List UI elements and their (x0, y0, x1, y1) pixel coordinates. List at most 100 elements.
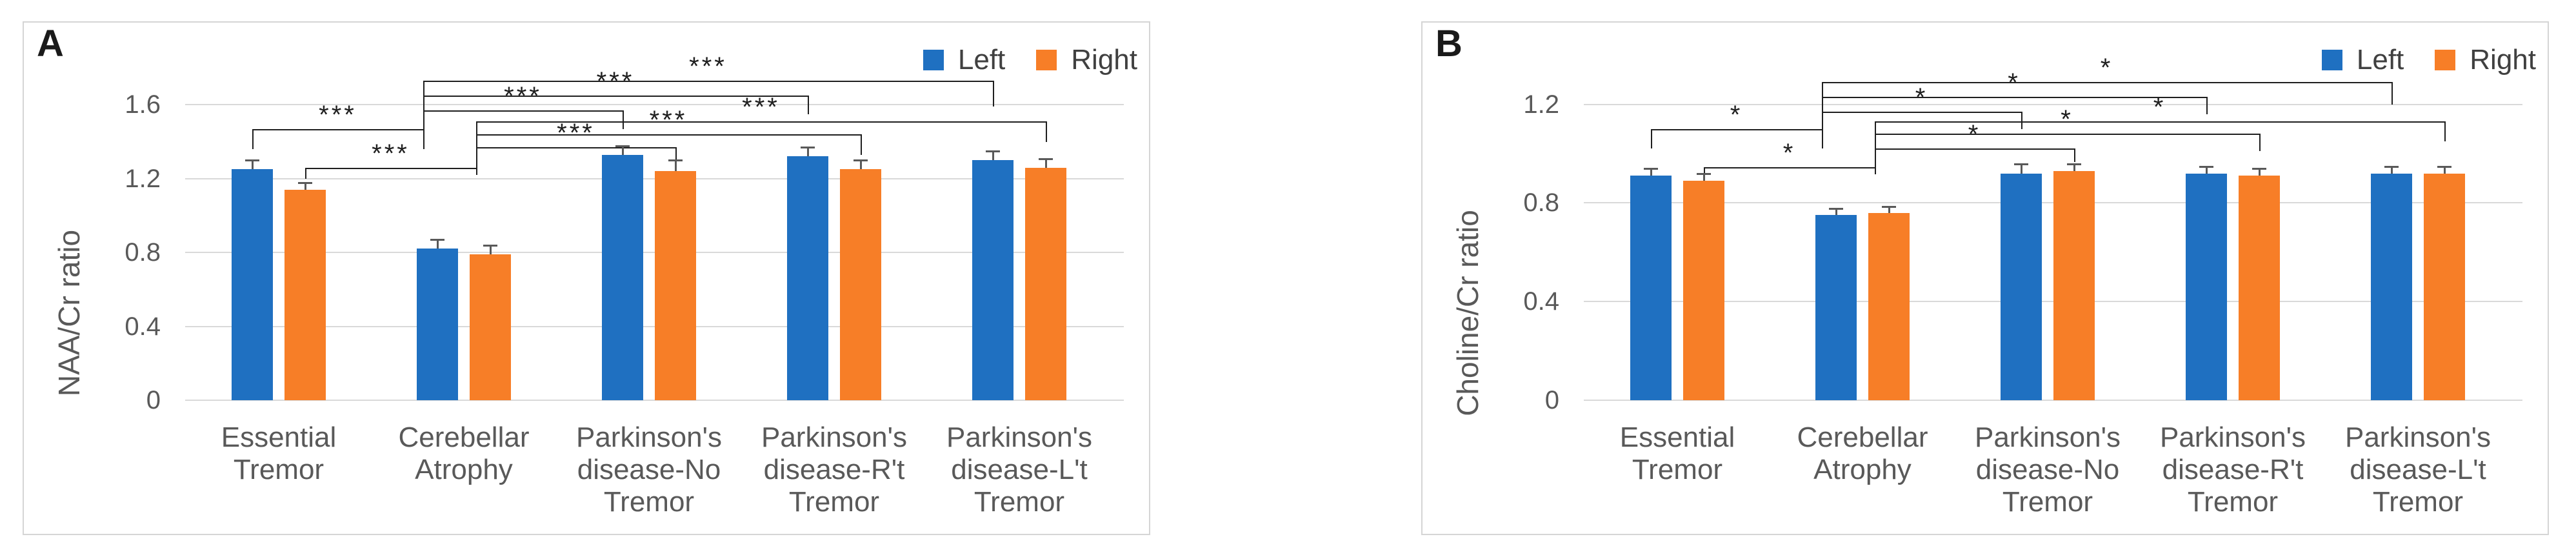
error-bar (305, 183, 306, 190)
error-bar-cap (430, 239, 444, 241)
error-bar (2444, 167, 2446, 174)
error-bar (2259, 168, 2261, 176)
gridline (1584, 301, 2522, 303)
error-bar-cap (1882, 206, 1896, 208)
legend-swatch-left (923, 50, 944, 70)
significance-bracket (305, 167, 477, 169)
error-bar (1045, 159, 1047, 168)
category-label-cerebellar-atrophy: Cerebellar Atrophy (1797, 422, 1928, 485)
bar-essential-tremor-right (285, 190, 326, 400)
significance-bracket (1875, 134, 2261, 136)
significance-bracket (252, 128, 424, 130)
error-bar-cap (1829, 208, 1843, 210)
bar-essential-tremor-left (1630, 176, 1672, 400)
error-bar (992, 151, 994, 160)
gridline (1584, 202, 2522, 204)
legend-label-right: Right (2470, 44, 2536, 76)
error-bar-cap (483, 245, 497, 247)
significance-stars: * (1915, 83, 1928, 112)
y-tick-label: 0 (1544, 386, 1559, 414)
error-bar (1703, 174, 1705, 181)
error-bar-cap (854, 159, 868, 161)
bar-parkinson-s-disease-no-tremor-left (602, 155, 643, 400)
y-tick-label: 0.8 (1523, 188, 1559, 218)
bar-parkinson-s-disease-r-t-tremor-right (840, 169, 881, 400)
chart-panel-b: B Choline/Cr ratio 0 0.4 0.8 1.2 * * * * * * * * Ess… (1421, 21, 2549, 535)
panel-label-b: B (1435, 23, 1463, 65)
legend-label-left: Left (957, 44, 1006, 76)
category-label-parkinson-s-disease-r-t-tremor: Parkinson's disease-R't Tremor (2159, 422, 2306, 518)
y-tick-label: 0.4 (125, 312, 161, 341)
gridline (185, 178, 1124, 179)
bar-parkinson-s-disease-l-t-tremor-right (1025, 168, 1066, 400)
gridline (1584, 103, 2522, 105)
significance-stars: *** (742, 93, 780, 122)
y-tick-label: 0.4 (1523, 287, 1559, 316)
significance-bracket (1822, 82, 2393, 84)
significance-bracket (1822, 112, 2022, 114)
significance-bracket (2259, 134, 2261, 152)
significance-stars: * (2008, 68, 2021, 97)
y-tick-label: 0 (146, 386, 161, 414)
error-bar-cap (1697, 173, 1711, 175)
significance-bracket (1822, 128, 1823, 149)
significance-bracket (305, 167, 306, 179)
significance-bracket (423, 81, 994, 83)
significance-stars: *** (372, 139, 410, 168)
gridline (185, 104, 1124, 106)
legend-swatch-right (1036, 50, 1057, 70)
legend-label-left: Left (2356, 44, 2404, 76)
legend-swatch-right (2435, 50, 2456, 70)
bar-cerebellar-atrophy-right (1868, 213, 1910, 400)
significance-bracket (1875, 148, 1876, 175)
error-bar-cap (2384, 166, 2399, 168)
legend-b: Left Right (2321, 44, 2536, 76)
error-bar (622, 146, 624, 155)
gridline (1584, 400, 2522, 401)
error-bar (860, 160, 862, 169)
significance-bracket (2391, 82, 2393, 105)
category-label-parkinson-s-disease-l-t-tremor: Parkinson's disease-L't Tremor (2344, 422, 2491, 518)
significance-stars: *** (596, 67, 635, 96)
bar-essential-tremor-left (232, 169, 273, 400)
error-bar-cap (298, 182, 312, 184)
significance-bracket (2206, 97, 2208, 114)
y-tick-label: 1.2 (125, 164, 161, 193)
error-bar (437, 239, 439, 249)
bar-parkinson-s-disease-l-t-tremor-left (2371, 174, 2412, 400)
bar-essential-tremor-right (1683, 181, 1724, 400)
bar-cerebellar-atrophy-left (1815, 215, 1857, 400)
error-bar (2206, 167, 2208, 174)
error-bar (1650, 168, 1652, 176)
legend-label-right: Right (1071, 44, 1137, 76)
y-tick-label: 1.6 (125, 90, 161, 119)
category-label-parkinson-s-disease-r-t-tremor: Parkinson's disease-R't Tremor (761, 422, 908, 518)
significance-bracket (1875, 121, 2446, 123)
category-label-essential-tremor: Essential Tremor (221, 422, 337, 485)
significance-stars: * (2153, 93, 2166, 122)
bar-parkinson-s-disease-no-tremor-right (655, 171, 696, 400)
gridline (185, 325, 1124, 327)
significance-bracket (423, 128, 424, 150)
significance-stars: *** (504, 81, 542, 110)
significance-bracket (2074, 148, 2075, 163)
error-bar-cap (986, 150, 1000, 152)
error-bar-cap (1644, 168, 1658, 170)
category-label-cerebellar-atrophy: Cerebellar Atrophy (398, 422, 530, 485)
category-label-parkinson-s-disease-no-tremor: Parkinson's disease-No Tremor (1974, 422, 2121, 518)
error-bar-cap (801, 147, 815, 148)
bar-parkinson-s-disease-l-t-tremor-right (2424, 174, 2465, 400)
error-bar-cap (2252, 168, 2266, 170)
significance-bracket (1704, 167, 1705, 175)
significance-bracket (476, 147, 677, 149)
significance-bracket (1875, 148, 2075, 150)
significance-stars: *** (557, 119, 595, 148)
significance-bracket (2444, 121, 2446, 141)
gridline (185, 252, 1124, 254)
plot-area-a: 0 0.4 0.8 1.2 1.6 *** *** *** *** *** *** *** *** Ess… (24, 23, 1149, 534)
error-bar (2391, 167, 2393, 174)
error-bar (490, 245, 492, 254)
error-bar (1835, 208, 1837, 215)
significance-stars: * (1968, 120, 1981, 149)
error-bar-cap (2067, 163, 2081, 165)
